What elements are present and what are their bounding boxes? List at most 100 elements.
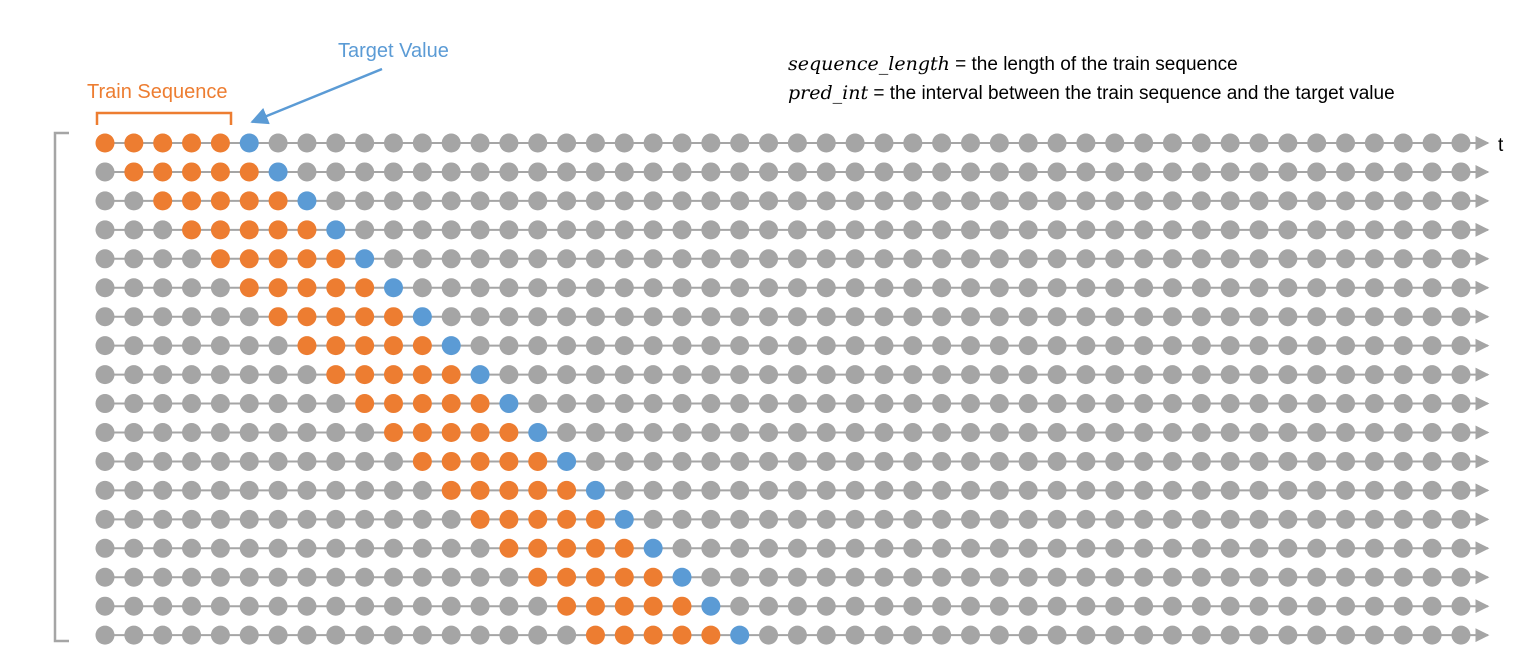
time-point [384,596,403,616]
time-point [874,133,894,153]
time-point [672,220,692,240]
time-point [1451,567,1471,587]
time-point [759,278,779,298]
time-point [124,538,144,558]
train-point [499,509,519,529]
time-point [239,365,259,385]
time-point [1134,220,1154,240]
time-point [1278,538,1298,558]
time-point [816,162,836,182]
time-point [845,538,865,558]
time-point [932,133,952,153]
time-point [1105,596,1125,616]
time-point [239,394,259,414]
time-point [585,133,605,153]
time-point [643,480,663,500]
time-point [355,191,375,211]
time-point [1422,307,1442,327]
time-point [961,220,980,240]
time-point [989,191,1009,211]
time-point [182,394,202,414]
time-point [297,365,317,385]
time-point [759,191,779,211]
train-point [672,596,692,616]
time-point [903,278,923,298]
time-point [1220,451,1240,471]
time-point [557,278,577,298]
time-point [1047,423,1067,442]
train-point [182,191,202,211]
time-point [1278,249,1298,269]
sequence-length-var: sequence_length [788,53,950,75]
train-point [499,538,519,558]
time-point [759,596,779,616]
train-point [585,596,605,616]
time-point [845,249,865,269]
train-point [355,365,375,385]
time-point [124,249,144,269]
time-point [1278,162,1298,182]
train-point [268,220,288,240]
time-point [210,567,230,587]
train-point [614,567,634,587]
time-point [961,133,980,153]
time-point [1220,191,1240,211]
time-point [1307,249,1327,269]
time-point [989,480,1009,500]
time-point [816,394,836,414]
time-point [1162,133,1182,153]
target-point [585,480,605,500]
time-point [1422,625,1442,645]
time-point [614,162,634,182]
time-point [153,307,173,327]
time-point [787,307,807,327]
time-point [95,480,115,500]
time-point [557,220,577,240]
time-point [1191,336,1211,356]
time-point [932,365,952,385]
time-point [903,451,923,471]
time-point [441,133,461,153]
time-point [961,625,980,645]
time-point [326,480,346,500]
time-point [903,133,923,153]
time-point [1047,480,1067,500]
time-point [932,278,952,298]
train-point [182,162,202,182]
time-point [1422,249,1442,269]
time-point [412,191,432,211]
time-point [1191,509,1211,529]
train-point [384,423,403,442]
time-point [528,278,548,298]
time-point [585,423,605,442]
time-point [1162,191,1182,211]
sequence-row [95,394,1490,414]
time-point [1307,480,1327,500]
time-point [643,365,663,385]
time-point [614,249,634,269]
time-point [1191,220,1211,240]
time-point [297,423,317,442]
train-point [297,336,317,356]
time-point [1393,423,1413,442]
sequence-length-text: = the length of the train sequence [950,54,1238,75]
time-point [470,596,490,616]
time-point [499,307,519,327]
time-point [989,307,1009,327]
time-point [845,596,865,616]
time-point [1191,133,1211,153]
time-point [989,249,1009,269]
time-point [759,480,779,500]
time-point [1307,220,1327,240]
time-point [297,596,317,616]
time-point [95,451,115,471]
time-point [701,394,721,414]
time-point [1220,278,1240,298]
time-point [1018,278,1038,298]
time-point [1451,278,1471,298]
time-point [1018,249,1038,269]
time-point [499,191,519,211]
time-point [1278,394,1298,414]
time-point [95,336,115,356]
time-point [268,365,288,385]
